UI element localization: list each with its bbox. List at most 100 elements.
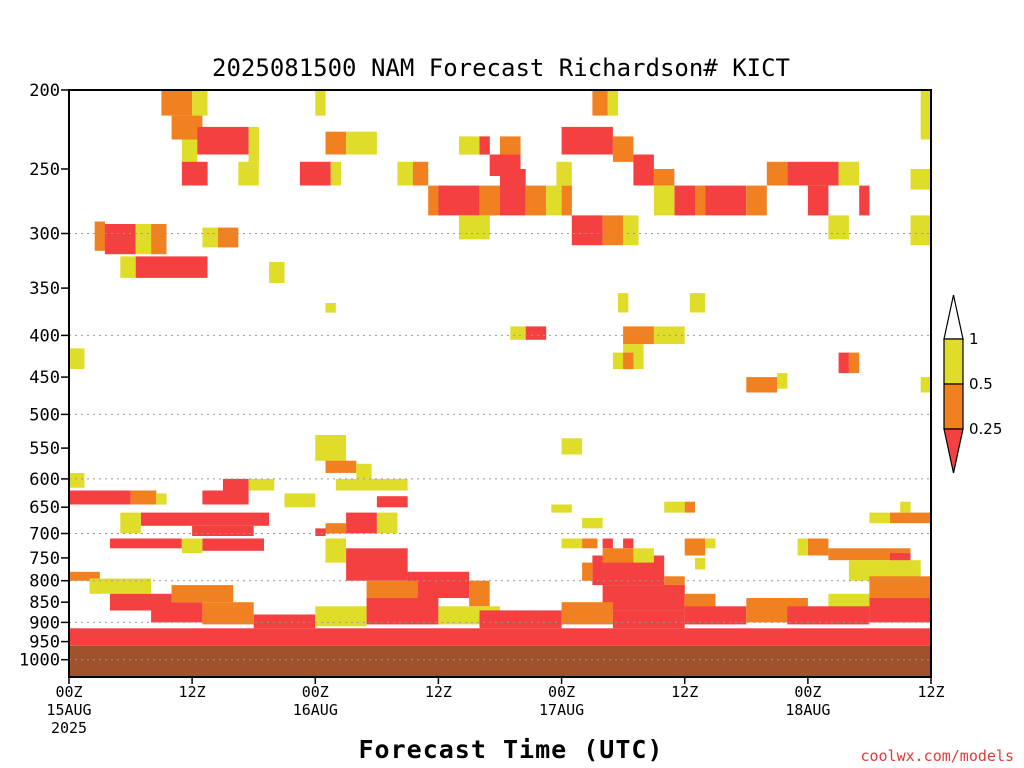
legend-label: 1 — [969, 330, 979, 348]
y-tick-label: 450 — [29, 368, 60, 388]
heatmap-cell-red — [500, 169, 526, 216]
heatmap-cell-orange — [161, 90, 193, 116]
heatmap-cell-yellow — [181, 139, 198, 162]
heatmap-cell-yellow — [269, 261, 285, 283]
heatmap-cell-red — [222, 478, 249, 491]
heatmap-cell-yellow — [202, 227, 218, 248]
heatmap-cell-red — [869, 598, 931, 623]
heatmap-cell-orange — [151, 224, 167, 255]
heatmap-cell-yellow — [838, 161, 860, 186]
heatmap-cell-red — [140, 512, 270, 526]
heatmap-cell-yellow — [376, 512, 398, 534]
heatmap-cell-yellow — [920, 90, 931, 140]
x-tick-label: 12Z — [425, 683, 452, 701]
ground-layer — [69, 645, 931, 677]
heatmap-cell-yellow — [325, 538, 346, 563]
heatmap-cell-red — [674, 185, 695, 216]
heatmap-cell-orange — [602, 215, 624, 246]
heatmap-cells — [69, 90, 931, 646]
heatmap-cell-red — [151, 602, 203, 623]
legend: 1 0.5 0.25 — [943, 294, 1002, 474]
heatmap-cell-yellow — [248, 126, 259, 162]
heatmap-cell-orange — [325, 523, 346, 534]
heatmap-cell-orange — [869, 576, 931, 598]
heatmap-cell-orange — [612, 136, 634, 162]
heatmap-cell-red — [807, 185, 829, 216]
heatmap-cell-yellow — [689, 293, 706, 313]
heatmap-cell-orange — [561, 602, 613, 625]
heatmap-cell-yellow — [135, 224, 152, 255]
heatmap-cell-yellow — [459, 215, 490, 240]
plot-frame — [68, 89, 932, 678]
heatmap-cell-red — [69, 490, 131, 505]
x-tick-label: 12Z — [671, 683, 698, 701]
heatmap-cell-red — [479, 610, 562, 629]
heatmap-cell-yellow — [156, 493, 167, 505]
heatmap-cell-orange — [746, 185, 767, 216]
heatmap-cell-red — [705, 185, 747, 216]
heatmap-cell-orange — [171, 115, 203, 140]
ground-area — [69, 645, 931, 677]
y-tick-label: 600 — [29, 470, 60, 490]
heatmap-cell-orange — [325, 131, 346, 155]
heatmap-cell-yellow — [397, 161, 413, 186]
heatmap-cell-yellow — [356, 463, 372, 479]
heatmap-cell-red — [438, 185, 480, 216]
heatmap-cell-orange — [479, 185, 500, 216]
heatmap-cell-yellow — [910, 169, 931, 190]
heatmap-cell-yellow — [120, 256, 136, 278]
legend-swatch-above-1 — [943, 294, 964, 340]
legend-label: 0.5 — [969, 375, 993, 393]
heatmap-cell-red — [346, 512, 377, 534]
heatmap-cell-red — [253, 614, 316, 629]
heatmap-cell-orange — [807, 538, 829, 556]
y-tick-label: 250 — [29, 160, 60, 180]
legend-swatch-orange — [943, 383, 964, 430]
heatmap-cell-red — [197, 126, 249, 155]
x-tick-label: 17AUG — [539, 701, 584, 719]
heatmap-cell-red — [135, 256, 208, 278]
legend-swatch-yellow — [943, 338, 964, 385]
x-tick-label: 16AUG — [293, 701, 338, 719]
y-tick-label: 300 — [29, 225, 60, 245]
x-tick-label: 12Z — [179, 683, 206, 701]
heatmap-cell-yellow — [69, 473, 85, 488]
y-tick-label: 650 — [29, 498, 60, 518]
heatmap-cell-yellow — [248, 478, 275, 491]
heatmap-cell-orange — [653, 169, 675, 186]
heatmap-cell-red — [859, 185, 870, 216]
heatmap-cell-yellow — [181, 538, 203, 554]
heatmap-cell-yellow — [612, 352, 624, 370]
y-axis-ticks: 200 250 300 350 400 450 500 550 600 650 700 750 8008… — [19, 81, 69, 671]
heatmap-cell-orange — [684, 538, 706, 556]
x-tick-label: 12Z — [917, 683, 944, 701]
x-tick-label: 00Z — [302, 683, 329, 701]
heatmap-cell-orange — [766, 161, 788, 186]
heatmap-cell-yellow — [777, 373, 788, 389]
heatmap-cell-red — [602, 538, 613, 549]
heatmap-cell-yellow — [561, 438, 583, 455]
heatmap-cell-red — [787, 161, 839, 186]
x-tick-label: 18AUG — [785, 701, 830, 719]
heatmap-cell-yellow — [346, 131, 377, 155]
heatmap-cell-red — [561, 126, 613, 155]
heatmap-cell-red — [684, 606, 747, 625]
heatmap-cell-orange — [582, 538, 598, 549]
heatmap-cell-yellow — [900, 501, 911, 513]
x-tick-label: 15AUG — [46, 701, 91, 719]
heatmap-cell-red — [525, 326, 547, 340]
heatmap-cell-orange — [500, 136, 521, 155]
heatmap-cell-yellow — [89, 578, 152, 594]
heatmap-cell-orange — [130, 490, 157, 505]
y-tick-label: 700 — [29, 525, 60, 545]
y-tick-label: 750 — [29, 549, 60, 569]
heatmap-cell-red — [612, 610, 685, 629]
heatmap-cell-orange — [602, 548, 634, 563]
heatmap-cell-red — [110, 538, 182, 549]
legend-swatch-red — [943, 428, 964, 474]
heatmap-cell-yellow — [618, 293, 629, 313]
heatmap-cell-orange — [69, 571, 100, 581]
heatmap-cell-red — [69, 635, 931, 646]
heatmap-cell-red — [489, 154, 521, 176]
